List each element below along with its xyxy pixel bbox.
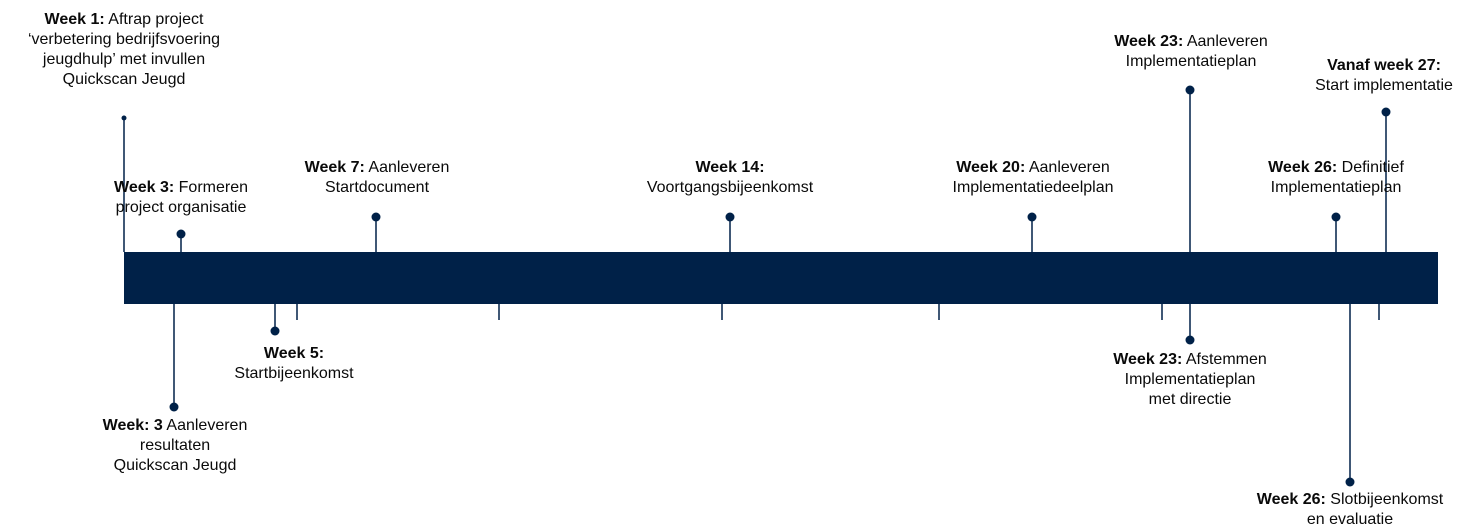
milestone-week-23-afstemmen-label: Week 23: Afstemmen Implementatieplan met… bbox=[1113, 351, 1267, 408]
timeline-bar bbox=[124, 252, 1438, 304]
marker-week-1 bbox=[121, 115, 127, 121]
marker-week-7 bbox=[371, 212, 381, 222]
marker-week-3-aanleveren bbox=[169, 402, 179, 412]
milestone-week-20-label: Week 20: Aanleveren Implementatiedeelpla… bbox=[952, 159, 1114, 196]
milestone-week-27-label: Vanaf week 27: Start implementatie bbox=[1315, 57, 1453, 94]
marker-week-23-aanleveren bbox=[1185, 85, 1195, 95]
marker-week-14 bbox=[725, 212, 735, 222]
milestone-week-5-label: Week 5: Startbijeenkomst bbox=[234, 345, 354, 382]
milestone-week-3-formeren-label: Week 3: Formeren project organisatie bbox=[114, 179, 248, 216]
milestone-week-14-label: Week 14: Voortgangsbijeenkomst bbox=[646, 159, 814, 196]
milestone-week-1-label: Week 1: Aftrap project ‘verbetering bedr… bbox=[27, 11, 221, 88]
marker-week-27 bbox=[1381, 107, 1391, 117]
milestone-week-7-label: Week 7: Aanleveren Startdocument bbox=[304, 159, 450, 196]
marker-week-5 bbox=[270, 326, 280, 336]
marker-week-3-formeren bbox=[176, 229, 186, 239]
milestone-week-26-slot-label: Week 26: Slotbijeenkomst en evaluatie bbox=[1256, 491, 1444, 528]
marker-week-26-definitief bbox=[1331, 212, 1341, 222]
milestone-week-3-aanleveren-label: Week: 3 Aanleveren resultaten Quickscan … bbox=[102, 417, 248, 474]
marker-week-23-afstemmen bbox=[1185, 335, 1195, 345]
marker-week-26-slot bbox=[1345, 477, 1355, 487]
marker-week-20 bbox=[1027, 212, 1037, 222]
milestone-week-26-definitief-label: Week 26: Definitief Implementatieplan bbox=[1268, 159, 1404, 196]
milestone-week-23-aanleveren-label: Week 23: Aanleveren Implementatieplan bbox=[1114, 33, 1268, 70]
